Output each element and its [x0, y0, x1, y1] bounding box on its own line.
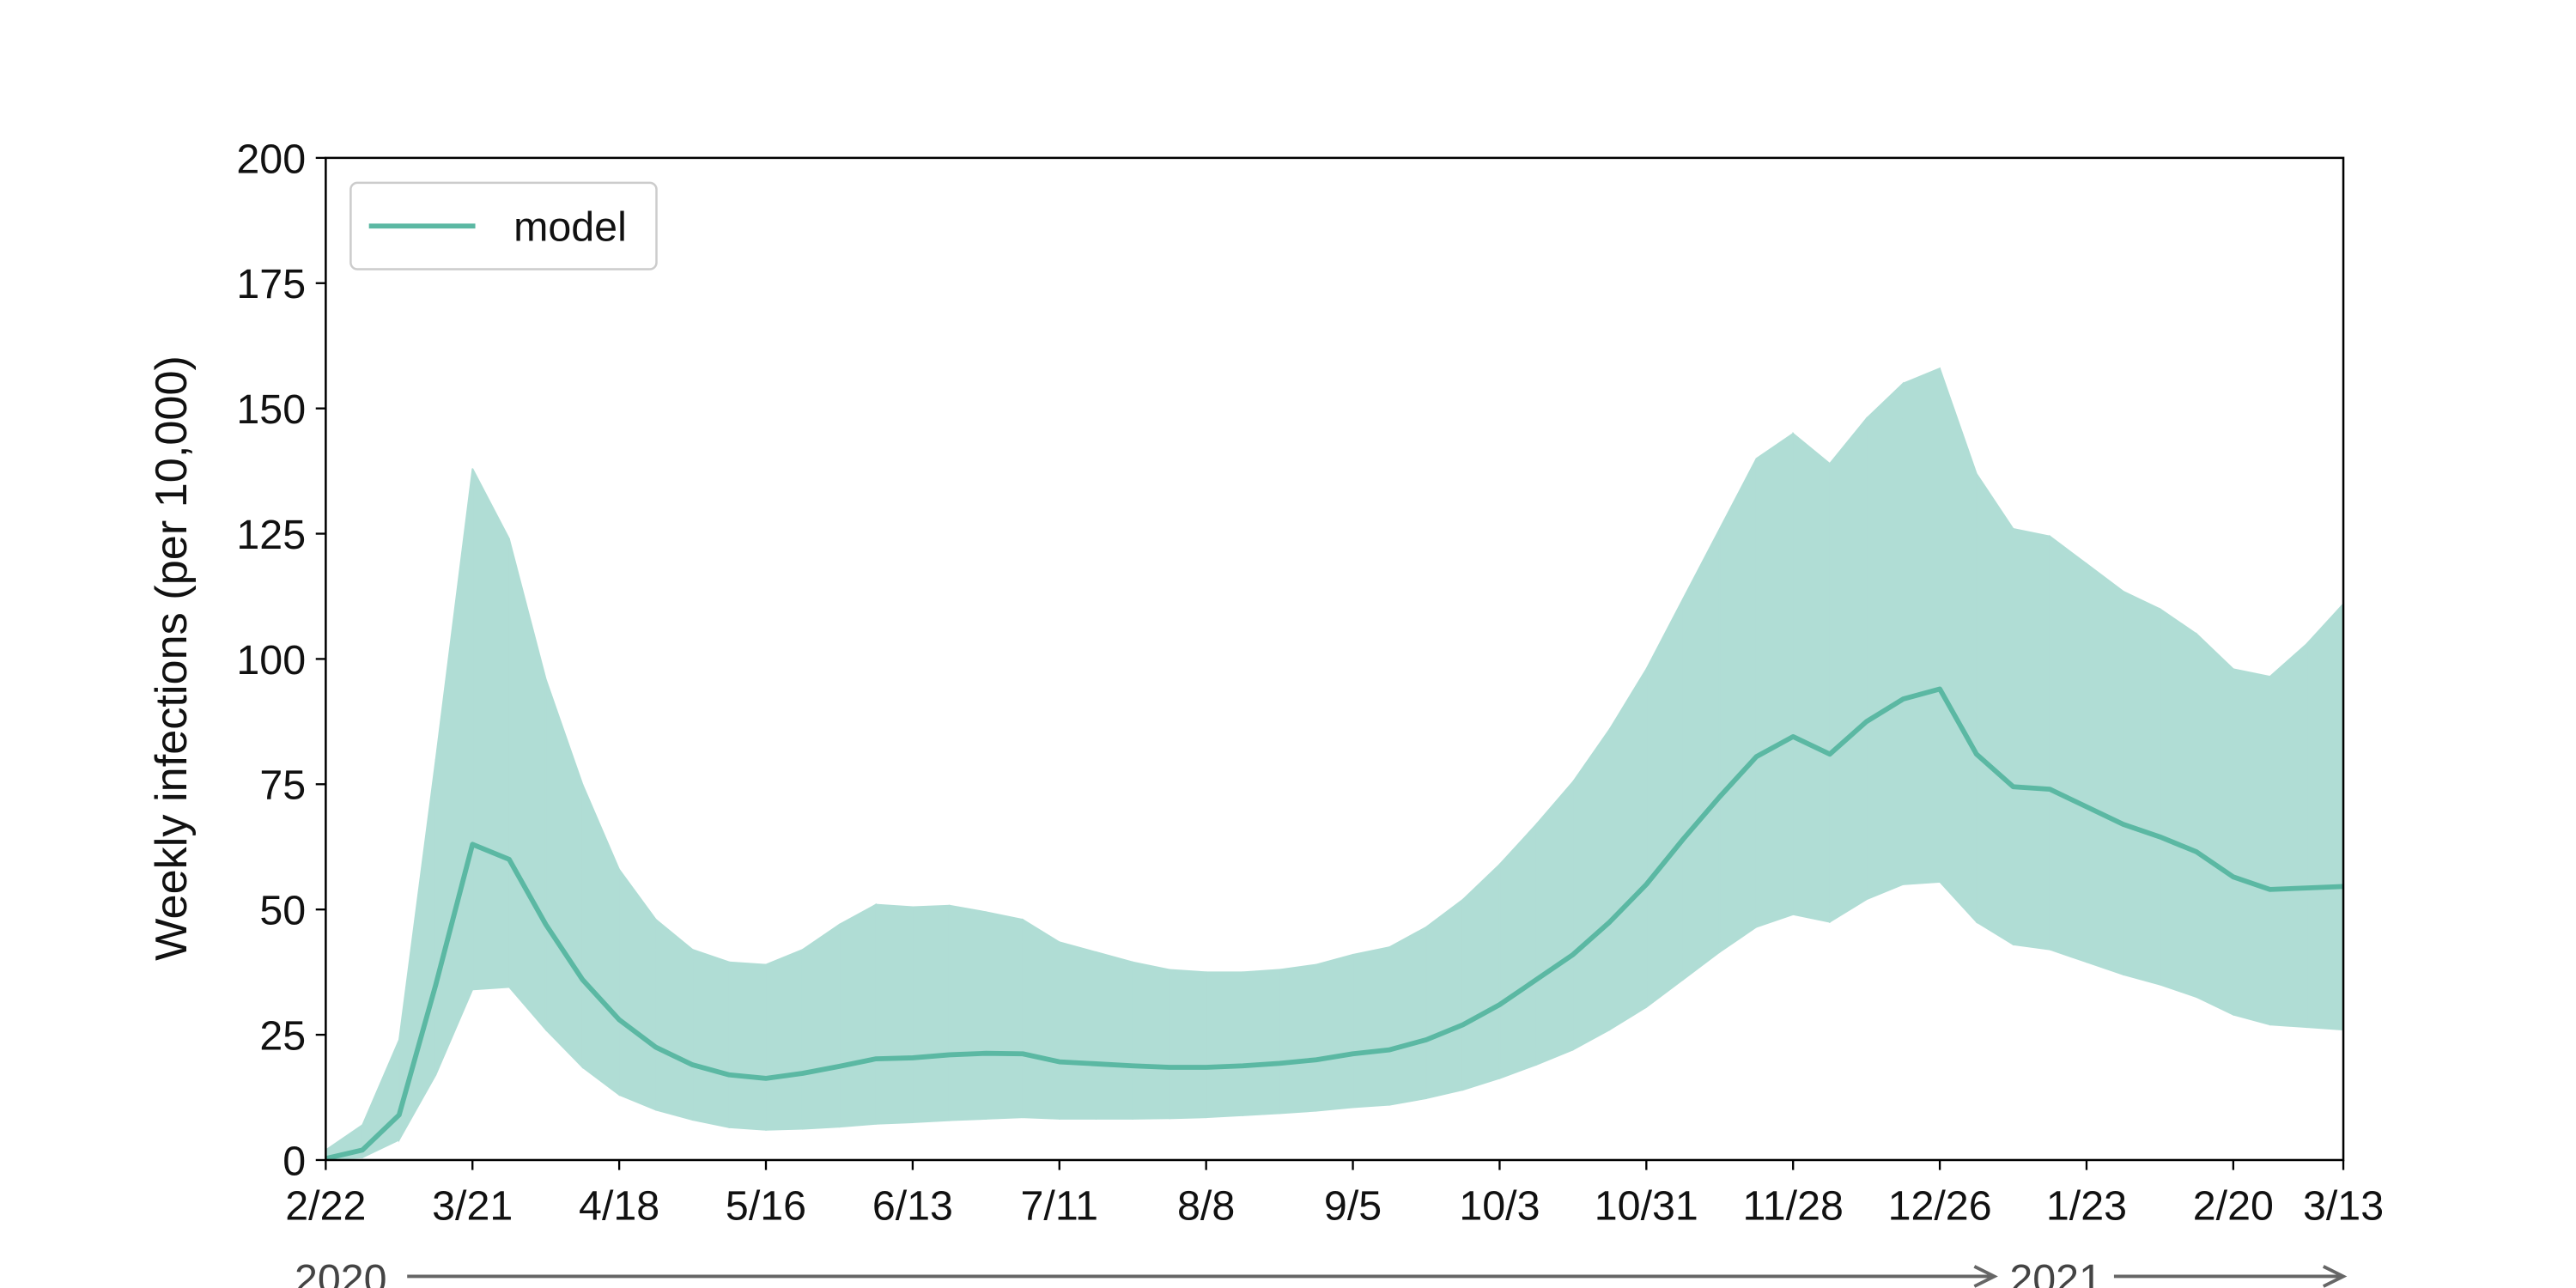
- uncertainty-band: [1425, 897, 1464, 1100]
- uncertainty-band: [1682, 528, 1721, 981]
- uncertainty-band: [655, 918, 694, 1121]
- uncertainty-band: [1755, 432, 1794, 928]
- uncertainty-band: [838, 903, 877, 1128]
- uncertainty-band: [2049, 534, 2087, 963]
- x-tick-label: 1/23: [2046, 1183, 2127, 1230]
- uncertainty-band: [2122, 590, 2161, 986]
- uncertainty-band: [471, 468, 510, 991]
- uncertainty-band: [1461, 862, 1501, 1091]
- uncertainty-band: [765, 948, 804, 1131]
- uncertainty-band: [2269, 642, 2308, 1029]
- uncertainty-band: [801, 923, 841, 1130]
- y-tick-label: 150: [236, 386, 306, 433]
- model-line: [325, 686, 2344, 1162]
- uncertainty-band: [1169, 969, 1207, 1120]
- uncertainty-band: [1498, 822, 1537, 1079]
- uncertainty-band: [1535, 780, 1574, 1066]
- x-tick-label: 12/26: [1888, 1183, 1992, 1230]
- uncertainty-band: [1792, 432, 1831, 923]
- x-tick-label: 5/16: [726, 1183, 806, 1230]
- uncertainty-band: [1902, 367, 1941, 885]
- x-tick-label: 10/3: [1459, 1183, 1540, 1230]
- uncertainty-band: [1315, 953, 1354, 1112]
- uncertainty-band: [508, 538, 547, 1032]
- uncertainty-band: [912, 904, 951, 1124]
- uncertainty-band: [1718, 458, 1758, 954]
- year-label: 2021: [2009, 1256, 2102, 1288]
- uncertainty-band: [1242, 969, 1280, 1116]
- x-tick-label: 7/11: [1021, 1183, 1099, 1230]
- x-tick-label: 10/31: [1595, 1183, 1698, 1230]
- uncertainty-band: [1829, 416, 1868, 924]
- x-tick-label: 3/13: [2303, 1183, 2384, 1230]
- y-tick-label: 175: [236, 261, 306, 307]
- x-tick-label: 4/18: [579, 1183, 659, 1230]
- uncertainty-band: [2012, 527, 2051, 951]
- uncertainty-band: [434, 468, 474, 1076]
- uncertainty-band: [2159, 607, 2197, 999]
- uncertainty-band: [948, 904, 987, 1121]
- uncertainty-band: [398, 759, 437, 1143]
- uncertainty-band: [1059, 941, 1097, 1120]
- y-tick-label: 100: [236, 637, 306, 683]
- y-tick-label: 50: [259, 888, 306, 934]
- y-tick-label: 200: [236, 136, 306, 182]
- x-tick-label: 3/21: [432, 1183, 513, 1230]
- uncertainty-band: [2306, 602, 2344, 1031]
- uncertainty-band: [1572, 726, 1611, 1051]
- legend-label: model: [513, 204, 627, 251]
- legend-box: [349, 181, 658, 270]
- x-tick-label: 2/22: [285, 1183, 366, 1230]
- uncertainty-band: [1608, 666, 1648, 1031]
- uncertainty-band: [1279, 963, 1317, 1115]
- uncertainty-band: [1132, 961, 1170, 1120]
- uncertainty-band: [1939, 368, 1978, 924]
- y-tick-label: 25: [259, 1013, 306, 1060]
- x-tick-label: 6/13: [872, 1183, 953, 1230]
- uncertainty-band: [1388, 926, 1427, 1106]
- x-tick-label: 2/20: [2193, 1183, 2274, 1230]
- year-label: 2020: [295, 1256, 387, 1288]
- uncertainty-band: [544, 678, 584, 1069]
- uncertainty-band: [1976, 471, 2014, 946]
- uncertainty-band: [361, 1039, 400, 1159]
- y-axis-label: Weekly infections (per 10,000): [147, 355, 197, 961]
- uncertainty-band: [985, 911, 1024, 1120]
- y-tick-label: 75: [259, 762, 306, 809]
- x-tick-label: 8/8: [1177, 1183, 1235, 1230]
- x-tick-label: 11/28: [1742, 1183, 1843, 1230]
- uncertainty-band: [728, 961, 767, 1131]
- year-arrow-head: [1973, 1265, 1998, 1288]
- uncertainty-band: [2196, 632, 2234, 1016]
- uncertainty-band: [581, 784, 620, 1097]
- y-tick-label: 0: [283, 1138, 306, 1184]
- uncertainty-band: [691, 948, 731, 1128]
- uncertainty-band: [875, 903, 914, 1125]
- uncertainty-band: [1205, 971, 1244, 1119]
- uncertainty-band: [1095, 951, 1133, 1120]
- x-tick-label: 9/5: [1324, 1183, 1382, 1230]
- uncertainty-band: [1022, 918, 1060, 1120]
- uncertainty-band: [1352, 946, 1391, 1109]
- uncertainty-band: [2086, 562, 2124, 976]
- uncertainty-band: [1645, 598, 1684, 1009]
- uncertainty-band: [2233, 668, 2271, 1026]
- uncertainty-band: [1865, 381, 1905, 901]
- y-tick-label: 125: [236, 512, 306, 558]
- uncertainty-band: [618, 867, 657, 1111]
- year-arrow-head: [2322, 1265, 2348, 1288]
